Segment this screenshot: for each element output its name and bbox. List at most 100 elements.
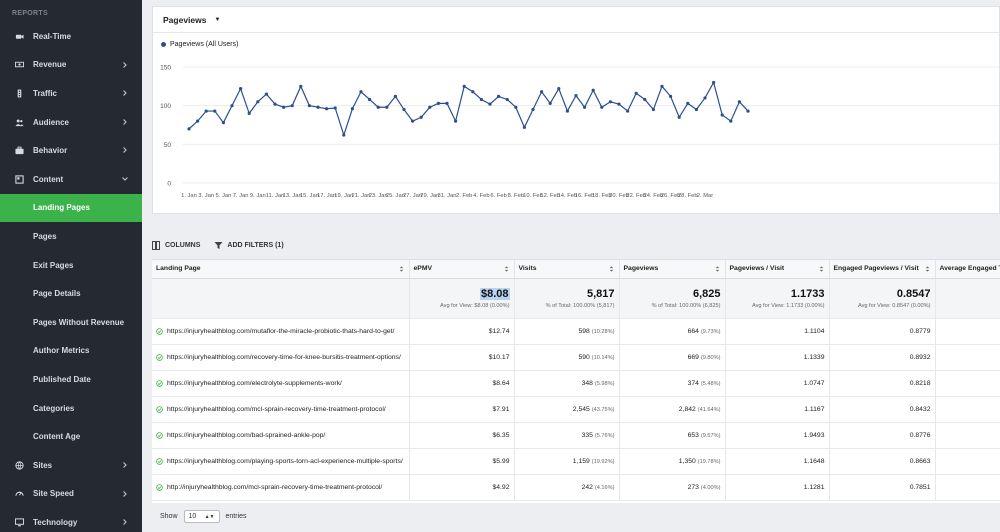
sidebar-subitem-categories[interactable]: Categories bbox=[0, 394, 142, 423]
sidebar-item-sites[interactable]: Sites bbox=[0, 451, 142, 480]
column-header-landing-page[interactable]: Landing Page bbox=[152, 260, 410, 279]
data-point[interactable] bbox=[204, 109, 208, 113]
table-row[interactable]: https://injuryhealthblog.com/mcl-sprain-… bbox=[152, 396, 1000, 423]
landing-page-cell[interactable]: https://injuryhealthblog.com/recovery-ti… bbox=[152, 344, 410, 371]
metric-dropdown[interactable]: Pageviews ▼ bbox=[153, 7, 999, 33]
landing-page-url[interactable]: https://injuryhealthblog.com/playing-spo… bbox=[167, 457, 403, 465]
table-row[interactable]: https://injuryhealthblog.com/bad-spraine… bbox=[152, 422, 1000, 449]
table-row[interactable]: https://injuryhealthblog.com/electrolyte… bbox=[152, 370, 1000, 397]
landing-page-cell[interactable]: http://injuryhealthblog.com/mcl-sprain-r… bbox=[152, 474, 410, 501]
data-point[interactable] bbox=[213, 109, 217, 113]
data-point[interactable] bbox=[574, 94, 578, 98]
sidebar-item-audience[interactable]: Audience bbox=[0, 108, 142, 137]
data-point[interactable] bbox=[634, 91, 638, 95]
data-point[interactable] bbox=[669, 94, 673, 98]
landing-page-url[interactable]: https://injuryhealthblog.com/bad-spraine… bbox=[167, 431, 326, 439]
table-row[interactable]: https://injuryhealthblog.com/recovery-ti… bbox=[152, 344, 1000, 371]
data-point[interactable] bbox=[273, 102, 277, 106]
data-point[interactable] bbox=[608, 100, 612, 104]
data-point[interactable] bbox=[445, 101, 449, 105]
data-point[interactable] bbox=[282, 105, 286, 109]
data-point[interactable] bbox=[531, 107, 535, 112]
sidebar-subitem-landing-pages[interactable]: Landing Pages bbox=[0, 193, 142, 223]
data-point[interactable] bbox=[677, 115, 681, 119]
sidebar-subitem-author-metrics[interactable]: Author Metrics bbox=[0, 337, 142, 366]
data-point[interactable] bbox=[522, 125, 526, 129]
data-point[interactable] bbox=[325, 107, 329, 111]
sidebar-item-content[interactable]: Content bbox=[0, 165, 142, 194]
sidebar-item-technology[interactable]: Technology bbox=[0, 508, 142, 532]
data-point[interactable] bbox=[626, 109, 630, 113]
data-point[interactable] bbox=[359, 90, 363, 94]
data-point[interactable] bbox=[411, 119, 415, 123]
data-point[interactable] bbox=[583, 105, 587, 109]
data-point[interactable] bbox=[342, 133, 346, 137]
column-header-pageviews-visit[interactable]: Pageviews / Visit bbox=[725, 260, 830, 279]
chart-legend[interactable]: Pageviews (All Users) bbox=[161, 41, 238, 48]
data-point[interactable] bbox=[565, 109, 569, 113]
data-point[interactable] bbox=[643, 97, 647, 102]
data-point[interactable] bbox=[368, 97, 372, 102]
data-point[interactable] bbox=[333, 106, 337, 110]
landing-page-url[interactable]: http://injuryhealthblog.com/mcl-sprain-r… bbox=[167, 483, 383, 491]
column-header-epmv[interactable]: ePMV bbox=[409, 260, 515, 279]
data-point[interactable] bbox=[488, 102, 492, 106]
sidebar-subitem-page-details[interactable]: Page Details bbox=[0, 279, 142, 308]
data-point[interactable] bbox=[316, 105, 320, 109]
add-filters-button[interactable]: ADD FILTERS (1) bbox=[214, 241, 284, 250]
data-point[interactable] bbox=[548, 101, 552, 105]
landing-page-cell[interactable]: https://injuryhealthblog.com/bad-spraine… bbox=[152, 422, 410, 449]
column-header-average-engaged-ti[interactable]: Average Engaged Ti bbox=[935, 260, 1000, 279]
data-point[interactable] bbox=[256, 100, 260, 104]
data-point[interactable] bbox=[187, 127, 191, 131]
column-header-pageviews[interactable]: Pageviews bbox=[619, 260, 726, 279]
data-point[interactable] bbox=[505, 97, 509, 102]
data-point[interactable] bbox=[454, 119, 458, 123]
table-row[interactable]: https://injuryhealthblog.com/playing-spo… bbox=[152, 448, 1000, 475]
sidebar-subitem-published-date[interactable]: Published Date bbox=[0, 365, 142, 394]
data-point[interactable] bbox=[737, 100, 742, 104]
sidebar-subitem-content-age[interactable]: Content Age bbox=[0, 422, 142, 451]
data-point[interactable] bbox=[703, 96, 707, 100]
data-point[interactable] bbox=[385, 105, 389, 109]
data-point[interactable] bbox=[299, 84, 303, 88]
sidebar-item-behavior[interactable]: Behavior bbox=[0, 136, 142, 165]
sidebar-item-real-time[interactable]: Real-Time bbox=[0, 22, 142, 51]
table-row[interactable]: http://injuryhealthblog.com/mcl-sprain-r… bbox=[152, 474, 1000, 501]
data-point[interactable] bbox=[540, 90, 544, 94]
landing-page-url[interactable]: https://injuryhealthblog.com/mcl-sprain-… bbox=[167, 405, 386, 413]
data-point[interactable] bbox=[239, 87, 243, 91]
data-point[interactable] bbox=[712, 80, 716, 85]
landing-page-cell[interactable]: https://injuryhealthblog.com/electrolyte… bbox=[152, 370, 410, 397]
data-point[interactable] bbox=[729, 119, 733, 123]
data-point[interactable] bbox=[393, 94, 397, 98]
data-point[interactable] bbox=[436, 101, 440, 105]
data-point[interactable] bbox=[720, 113, 724, 117]
data-point[interactable] bbox=[694, 107, 699, 112]
data-point[interactable] bbox=[617, 102, 621, 106]
data-point[interactable] bbox=[376, 105, 380, 109]
data-point[interactable] bbox=[479, 97, 483, 102]
data-point[interactable] bbox=[746, 109, 750, 113]
landing-page-url[interactable]: https://injuryhealthblog.com/recovery-ti… bbox=[167, 353, 401, 361]
sidebar-subitem-pages[interactable]: Pages bbox=[0, 222, 142, 251]
column-header-visits[interactable]: Visits bbox=[514, 260, 620, 279]
sidebar-item-site-speed[interactable]: Site Speed bbox=[0, 480, 142, 509]
landing-page-cell[interactable]: https://injuryhealthblog.com/mutaflor-th… bbox=[152, 318, 410, 345]
data-point[interactable] bbox=[247, 111, 251, 115]
data-point[interactable] bbox=[264, 92, 268, 96]
sidebar-subitem-pages-without-revenue[interactable]: Pages Without Revenue bbox=[0, 308, 142, 337]
sidebar-item-traffic[interactable]: Traffic bbox=[0, 79, 142, 108]
landing-page-url[interactable]: https://injuryhealthblog.com/mutaflor-th… bbox=[167, 327, 395, 335]
data-point[interactable] bbox=[600, 105, 604, 109]
table-row[interactable]: https://injuryhealthblog.com/mutaflor-th… bbox=[152, 318, 1000, 345]
column-header-engaged-pageviews-visit[interactable]: Engaged Pageviews / Visit bbox=[829, 260, 936, 279]
sidebar-item-revenue[interactable]: Revenue bbox=[0, 51, 142, 80]
data-point[interactable] bbox=[230, 104, 234, 108]
data-point[interactable] bbox=[428, 105, 432, 109]
data-point[interactable] bbox=[402, 107, 406, 112]
data-point[interactable] bbox=[196, 119, 200, 123]
data-point[interactable] bbox=[497, 94, 501, 98]
data-point[interactable] bbox=[514, 105, 518, 109]
data-point[interactable] bbox=[471, 90, 475, 94]
